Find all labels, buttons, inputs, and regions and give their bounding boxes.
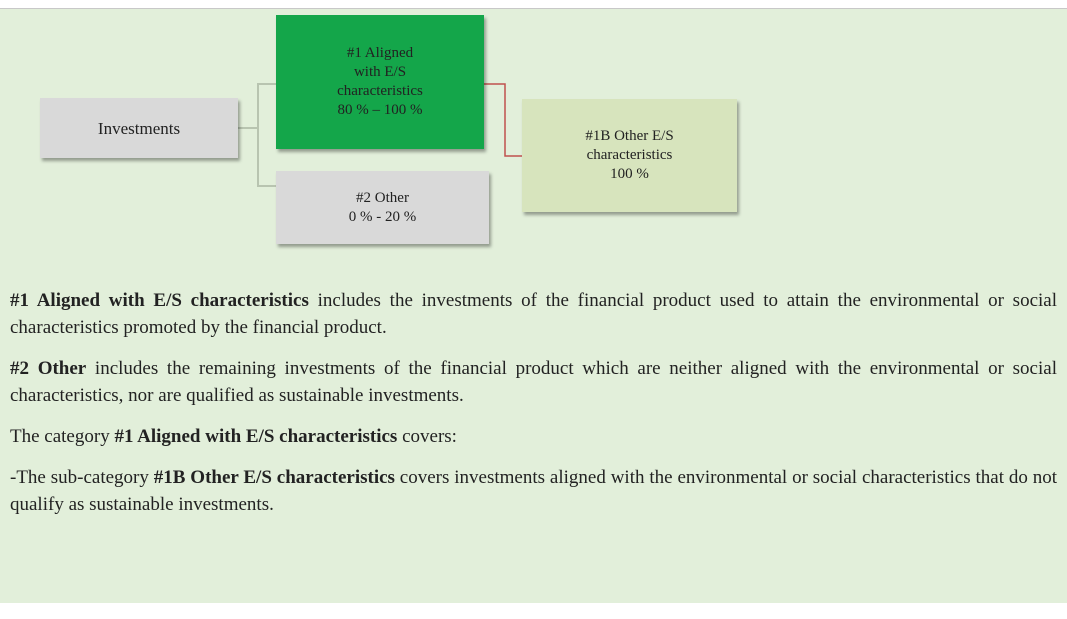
bold-text: #2 Other [10, 358, 87, 379]
node-label: #1B Other E/S [585, 128, 674, 144]
node-label: characteristics [337, 83, 423, 99]
node: Investments [40, 98, 238, 158]
node-label: 100 % [610, 166, 649, 182]
node-label: #2 Other [356, 189, 409, 206]
text: covers: [397, 426, 457, 447]
node: #1B Other E/S characteristics 100 % [522, 99, 737, 212]
paragraph: #2 Other includes the remaining investme… [10, 355, 1057, 409]
paragraph: -The sub-category #1B Other E/S characte… [10, 464, 1057, 518]
connector [484, 83, 522, 157]
connector [257, 128, 276, 187]
bold-text: #1 Aligned with E/S characteristics [10, 290, 309, 311]
text: -The sub-category [10, 467, 154, 488]
bold-text: #1B Other E/S characteristics [153, 467, 395, 488]
text: includes the investments of the financia… [10, 290, 1057, 338]
node-label: 0 % - 20 % [348, 208, 417, 225]
description: #1 Aligned with E/S characteristics incl… [10, 287, 1057, 532]
text: includes the remaining investments of th… [10, 358, 1057, 406]
node-label: #1 Aligned [346, 45, 414, 61]
paragraph: The category #1 Aligned with E/S charact… [10, 423, 1057, 450]
panel: Investments #1 Aligned with E/S characteri… [0, 8, 1067, 603]
node-label: 80 % – 100 % [337, 102, 423, 118]
bold-text: #1 Aligned with E/S characteristics [114, 426, 398, 447]
node-label: with E/S [353, 64, 407, 80]
text: covers investments aligned with the envi… [10, 467, 1057, 515]
connector [238, 83, 276, 129]
node-label: characteristics [586, 147, 673, 163]
connectors [238, 83, 522, 187]
paragraph: #1 Aligned with E/S characteristics incl… [10, 287, 1057, 341]
node: #2 Other 0 % - 20 % [276, 171, 489, 244]
node: #1 Aligned with E/S characteristics 80 % – … [276, 15, 484, 149]
text: The category [10, 426, 115, 447]
node-label: Investments [97, 118, 181, 138]
